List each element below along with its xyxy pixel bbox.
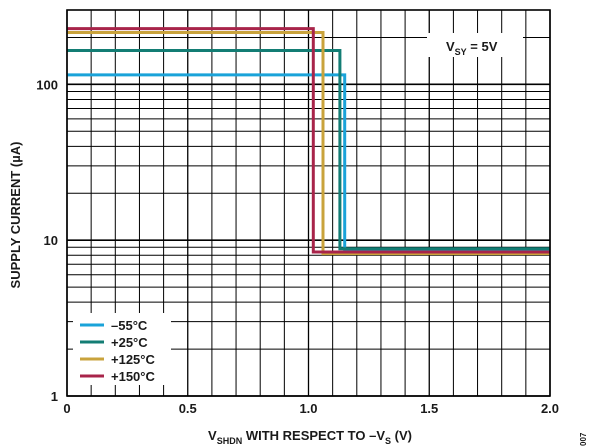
series-line-1 — [67, 49, 550, 251]
legend-label-3: +150°C — [111, 369, 155, 384]
x-tick-label: 2.0 — [541, 401, 559, 416]
y-axis-label: SUPPLY CURRENT (µA) — [8, 142, 23, 289]
series-layer — [67, 27, 550, 256]
y-tick-labels: 1 10 100 — [36, 77, 58, 404]
series-line-2 — [67, 31, 550, 256]
legend-label-0: –55°C — [111, 318, 148, 333]
x-tick-label: 1.5 — [420, 401, 438, 416]
annotation-box: VSY = 5V — [427, 33, 523, 57]
legend-label-2: +125°C — [111, 352, 155, 367]
legend: –55°C +25°C +125°C +150°C — [73, 313, 171, 385]
y-tick-label: 100 — [36, 77, 58, 92]
y-tick-label: 1 — [51, 389, 58, 404]
x-tick-label: 0.5 — [179, 401, 197, 416]
series-line-3 — [67, 27, 550, 254]
x-tick-labels: 0 0.5 1.0 1.5 2.0 — [63, 401, 559, 416]
annotation-label: VSY = 5V — [446, 39, 498, 57]
y-tick-label: 10 — [44, 233, 58, 248]
figure-id: 007 — [579, 432, 588, 446]
x-axis-label: VSHDN WITH RESPECT TO –VS (V) — [208, 428, 412, 446]
plot-frame — [66, 9, 551, 397]
legend-label-1: +25°C — [111, 335, 148, 350]
x-tick-label: 0 — [63, 401, 70, 416]
x-tick-label: 1.0 — [299, 401, 317, 416]
